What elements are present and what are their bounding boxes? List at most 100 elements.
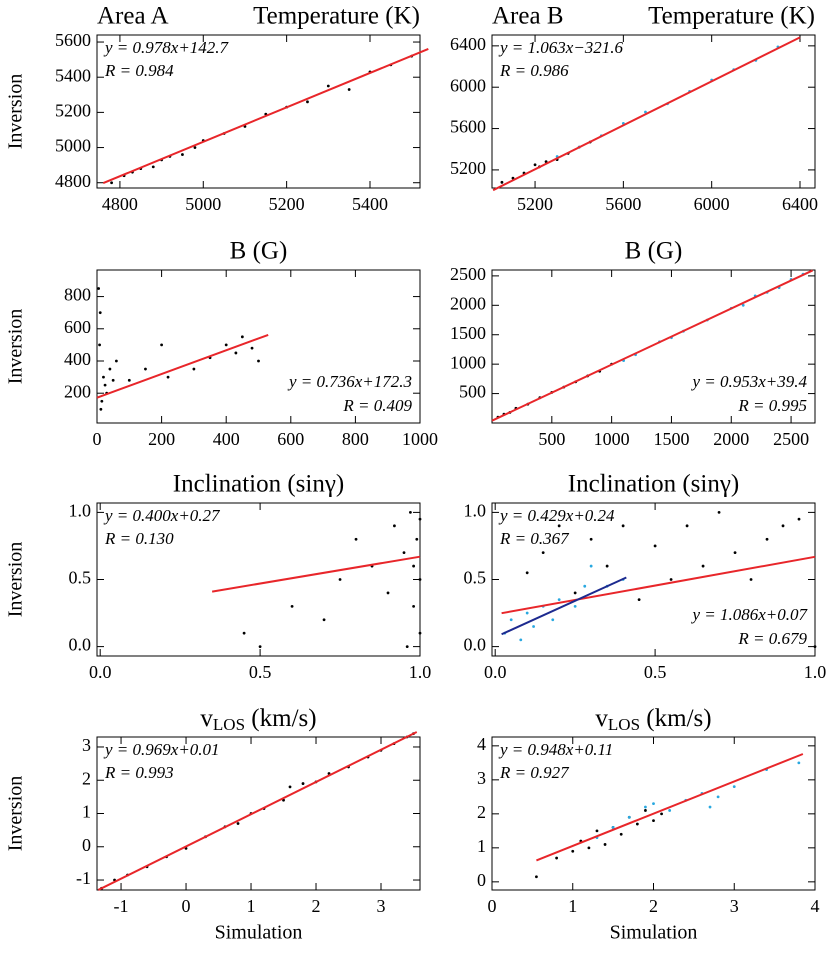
data-point	[418, 631, 422, 635]
x-tick-label: 1.0	[804, 662, 827, 682]
data-point	[405, 645, 409, 649]
x-tick-label: 5400	[352, 194, 388, 214]
x-tick-label: 6400	[782, 194, 818, 214]
x-tick-label: 800	[342, 429, 369, 449]
data-point	[160, 343, 164, 347]
x-tick-label: 5000	[185, 194, 221, 214]
data-point	[749, 578, 753, 581]
y-tick-label: 3	[82, 735, 91, 755]
fit-equation: y = 0.429x+0.24	[498, 506, 615, 525]
y-axis-label: Inversion	[5, 309, 27, 385]
data-point	[409, 510, 412, 514]
panel-title: B (G)	[625, 238, 683, 265]
data-point	[587, 846, 591, 850]
y-tick-label: 2	[477, 802, 486, 822]
title-part: v	[200, 705, 213, 732]
y-tick-label: 0.0	[464, 635, 487, 655]
data-point	[240, 335, 244, 339]
data-point	[114, 359, 118, 363]
fit-line	[501, 576, 627, 636]
data-point	[102, 375, 105, 379]
data-point	[415, 537, 419, 541]
y-tick-label: 4800	[55, 171, 91, 191]
plot-frame	[96, 502, 421, 657]
data-point	[595, 829, 599, 833]
data-point	[708, 805, 712, 809]
data-point	[386, 591, 390, 595]
y-tick-label: 5600	[450, 117, 486, 137]
data-point	[326, 84, 330, 88]
data-point	[236, 822, 240, 825]
data-point	[258, 645, 262, 649]
data-point	[108, 367, 112, 371]
y-tick-label: -1	[76, 868, 91, 888]
data-point	[732, 785, 736, 789]
data-point	[621, 524, 625, 528]
title-part: (km/s)	[245, 705, 317, 732]
data-point	[619, 832, 623, 836]
data-point	[97, 287, 101, 290]
fit-line	[501, 555, 816, 615]
data-point	[100, 399, 104, 403]
panel-label: Area B	[492, 3, 564, 30]
y-tick-label: 400	[64, 349, 91, 369]
data-point	[555, 856, 558, 860]
fit-equation: y = 0.736x+172.3	[287, 372, 412, 391]
data-point	[551, 618, 555, 622]
y-tick-label: 1	[477, 836, 486, 856]
fit-line	[102, 47, 429, 185]
data-point	[541, 551, 545, 555]
data-point	[354, 537, 358, 541]
data-point	[652, 802, 655, 806]
data-point	[127, 378, 131, 382]
x-tick-label: 2500	[773, 429, 809, 449]
fit-r: R = 0.986	[499, 61, 569, 80]
data-point	[717, 510, 721, 514]
data-point	[193, 146, 197, 149]
fit-r: R = 0.367	[499, 529, 570, 548]
x-tick-label: 5600	[605, 194, 641, 214]
data-point	[98, 343, 101, 347]
data-point	[192, 367, 196, 371]
data-point	[535, 875, 538, 879]
y-tick-label: 800	[64, 285, 91, 305]
y-tick-label: 500	[459, 382, 486, 402]
panel-title: B (G)	[230, 238, 288, 265]
plot-frame	[96, 34, 421, 189]
data-point	[525, 611, 529, 615]
data-point	[98, 311, 102, 315]
y-tick-label: 5400	[55, 65, 91, 85]
data-point	[644, 809, 647, 812]
data-point	[644, 805, 647, 809]
data-point	[635, 822, 639, 826]
y-tick-label: 0	[82, 835, 91, 855]
x-tick-label: 600	[277, 429, 304, 449]
data-point	[257, 359, 260, 363]
fit-line	[492, 36, 801, 192]
x-tick-label: 0.5	[249, 662, 272, 682]
data-point	[573, 591, 577, 595]
data-point	[797, 517, 801, 521]
fit-equation: y = 1.063x−321.6	[498, 38, 624, 57]
data-point	[765, 537, 769, 541]
x-tick-label: 0.0	[484, 662, 507, 682]
panel-label: Area A	[97, 3, 169, 30]
title-sub: LOS	[213, 715, 245, 734]
fit-line	[491, 269, 814, 422]
data-point	[685, 524, 689, 528]
data-point	[668, 809, 672, 812]
panel-title: Inclination (sinγ)	[173, 471, 344, 498]
y-tick-label: 1500	[450, 323, 486, 343]
x-tick-label: 6000	[694, 194, 730, 214]
x-axis-label: Simulation	[610, 922, 698, 944]
x-tick-label: 5200	[517, 194, 553, 214]
x-tick-label: 1500	[653, 429, 689, 449]
plot-frame	[491, 34, 816, 189]
y-tick-label: 5000	[55, 136, 91, 156]
x-tick-label: 1	[568, 896, 577, 916]
y-tick-label: 3	[477, 768, 486, 788]
data-point	[103, 383, 107, 387]
x-axis-label: Simulation	[215, 922, 303, 944]
fit-equation: y = 0.969x+0.01	[103, 740, 220, 759]
